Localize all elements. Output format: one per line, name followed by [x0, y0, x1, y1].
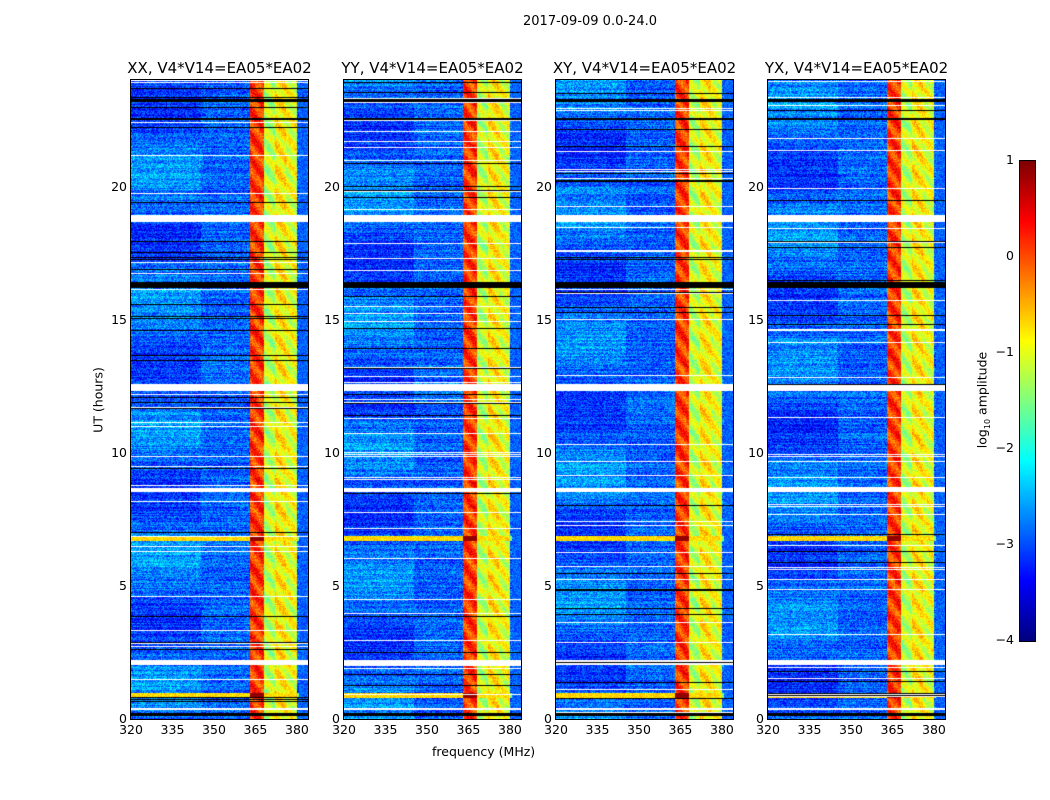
panel-title: YX, V4*V14=EA05*EA02	[764, 59, 949, 77]
heatmap-panel	[767, 79, 946, 720]
colorbar-tick-label: −3	[995, 536, 1014, 551]
y-tick-label: 0	[119, 711, 127, 726]
heatmap-panel	[555, 79, 734, 720]
x-tick-label: 335	[160, 722, 185, 737]
x-tick-label: 365	[456, 722, 481, 737]
colorbar-label: log10 amplitude	[974, 351, 992, 449]
y-tick-label: 5	[544, 577, 552, 593]
x-tick-label: 335	[797, 722, 822, 737]
x-tick-label: 350	[202, 722, 226, 737]
colorbar-tick-label: −2	[995, 440, 1014, 455]
x-tick-label: 335	[373, 722, 398, 737]
panel-title: XY, V4*V14=EA05*EA02	[552, 59, 737, 77]
colorbar-tick-label: −4	[995, 632, 1014, 647]
y-tick-label: 10	[111, 444, 127, 460]
x-tick-label: 365	[880, 722, 905, 737]
y-tick-label: 5	[119, 577, 127, 593]
y-tick-label: 0	[544, 711, 552, 726]
figure-title: 2017-09-09 0.0-24.0	[523, 14, 657, 29]
x-tick-label: 380	[922, 722, 946, 737]
y-tick-label: 20	[324, 178, 340, 194]
y-tick-label: 10	[748, 444, 764, 460]
x-tick-label: 320	[544, 722, 568, 737]
colorbar-tick-label: 1	[1006, 152, 1014, 167]
x-axis-label: frequency (MHz)	[432, 744, 536, 759]
y-tick-label: 15	[748, 311, 764, 327]
colorbar-tick-label: 0	[1006, 248, 1014, 263]
x-tick-label: 320	[119, 722, 143, 737]
heatmap-panel	[130, 79, 309, 720]
y-tick-label: 20	[111, 178, 127, 194]
y-tick-label: 15	[111, 311, 127, 327]
y-tick-label: 5	[332, 577, 340, 593]
y-tick-label: 0	[332, 711, 340, 726]
y-tick-label: 15	[324, 311, 340, 327]
y-tick-label: 0	[756, 711, 764, 726]
panel-title: XX, V4*V14=EA05*EA02	[127, 59, 312, 77]
x-tick-label: 350	[627, 722, 651, 737]
x-tick-label: 320	[332, 722, 356, 737]
y-tick-label: 20	[536, 178, 552, 194]
x-tick-label: 365	[243, 722, 268, 737]
x-tick-label: 380	[710, 722, 734, 737]
colorbar-tick-label: −1	[995, 344, 1014, 359]
x-tick-label: 380	[285, 722, 309, 737]
heatmap-panel	[343, 79, 522, 720]
y-tick-label: 5	[756, 577, 764, 593]
x-tick-label: 350	[839, 722, 863, 737]
x-tick-label: 365	[668, 722, 693, 737]
y-tick-label: 15	[536, 311, 552, 327]
panel-title: YY, V4*V14=EA05*EA02	[341, 59, 524, 77]
y-axis-label: UT (hours)	[90, 367, 106, 433]
x-tick-label: 320	[756, 722, 780, 737]
x-tick-label: 380	[498, 722, 522, 737]
y-tick-label: 10	[324, 444, 340, 460]
y-tick-label: 10	[536, 444, 552, 460]
y-tick-label: 20	[748, 178, 764, 194]
colorbar	[1019, 160, 1036, 642]
x-tick-label: 335	[585, 722, 610, 737]
x-tick-label: 350	[415, 722, 439, 737]
